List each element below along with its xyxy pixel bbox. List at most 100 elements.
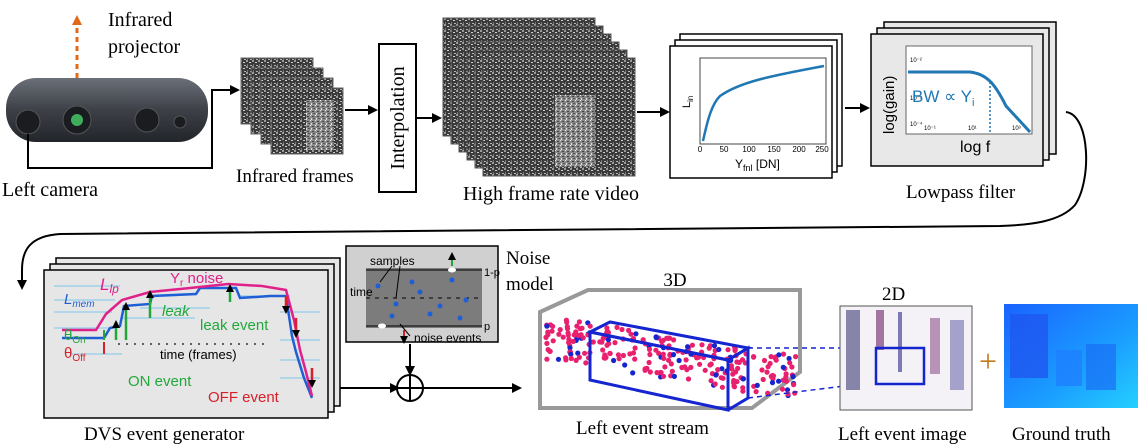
event-points-cloud: [543, 317, 799, 399]
event-point: [566, 338, 572, 345]
event-point: [662, 364, 668, 370]
event-point: [630, 350, 637, 356]
noise-event-on-marker: [448, 267, 456, 273]
event-point: [565, 332, 571, 338]
event-point: [695, 354, 702, 360]
event-point: [780, 364, 786, 370]
theta-on-label: θOn: [64, 327, 86, 346]
event-point: [668, 361, 674, 367]
ground-truth-object: [1086, 344, 1116, 390]
event-point: [575, 350, 581, 356]
event-point: [669, 368, 675, 374]
event-point: [557, 327, 563, 333]
noise-sample: [463, 297, 469, 303]
event-point: [729, 366, 735, 372]
projection-line-bottom: [747, 381, 877, 399]
event-point: [556, 331, 562, 337]
samples-label: samples: [370, 254, 415, 268]
event-point: [679, 364, 685, 371]
event-point: [719, 384, 726, 390]
event-image-edge: [950, 320, 964, 390]
event-point: [751, 354, 757, 360]
mapping-xtick: 100: [742, 145, 756, 154]
event-point: [615, 352, 622, 358]
infrared-projector-label: Infrared projector: [108, 9, 181, 58]
event-point: [720, 375, 726, 381]
event-point: [619, 326, 625, 333]
event-point: [583, 360, 589, 366]
event-point: [659, 338, 665, 344]
event-point: [567, 345, 573, 351]
off-event-label: OFF event: [208, 389, 280, 406]
bandwidth-annotation-main: BW ∝ Y: [912, 87, 972, 106]
lowpass-filter-stack: log(gain) 10⁻² 10⁻³ 10⁻⁴ 10⁻¹ 10¹ 10³ BW…: [870, 21, 1057, 167]
lip-label-main: L: [100, 275, 109, 294]
event-stream-3d: [538, 288, 802, 412]
event-point: [544, 323, 550, 329]
noise-sample-dots: [375, 277, 469, 321]
event-point: [789, 364, 795, 370]
event-point: [647, 369, 653, 375]
leak-event-label: leak event: [200, 317, 269, 334]
event-point: [754, 382, 760, 388]
event-point: [670, 352, 677, 358]
event-point: [719, 366, 725, 372]
plus-sign: +: [979, 343, 997, 379]
samples-pointer: [395, 265, 401, 299]
ground-truth-image: [1004, 304, 1138, 408]
lmem-label-main: L: [64, 291, 72, 308]
noise-sample: [449, 277, 455, 283]
event-point: [574, 323, 580, 329]
event-point: [666, 357, 672, 363]
event-point: [607, 350, 613, 357]
interpolation-label: Interpolation: [387, 66, 409, 169]
event-point: [653, 334, 659, 340]
mapping-ylabel-sub: in: [686, 96, 695, 102]
event-point: [578, 332, 584, 338]
lmem-label: Lmem: [64, 291, 95, 310]
event-point: [576, 354, 583, 360]
event-point: [779, 386, 786, 392]
mapping-xtick: 0: [698, 145, 703, 154]
event-point: [630, 370, 636, 376]
event-point: [769, 380, 776, 386]
yr-noise-main: Y: [170, 270, 180, 287]
noise-sample: [427, 311, 433, 317]
event-point: [544, 340, 550, 346]
lowpass-xlabel: log f: [960, 139, 991, 156]
noise-model-label-line2: model: [506, 274, 554, 295]
event-point: [753, 389, 759, 395]
event-point: [785, 391, 791, 397]
theta-off-main: θ: [64, 345, 72, 362]
event-point: [550, 338, 556, 344]
event-image-edge: [846, 310, 860, 390]
event-point: [731, 383, 737, 389]
noise-sample: [389, 313, 395, 319]
event-point: [628, 331, 634, 337]
infrared-projector-line2: projector: [108, 36, 181, 58]
event-point: [661, 355, 667, 361]
event-point: [735, 365, 741, 371]
camera-lens-rgb: [134, 107, 160, 133]
bandwidth-annotation-sub: i: [972, 97, 974, 109]
event-point: [772, 355, 778, 361]
event-point: [644, 365, 650, 371]
noise-sample: [417, 289, 423, 295]
mapping-xlabel: Yfnl [DN]: [735, 157, 780, 173]
time-axis-label: time (frames): [160, 347, 237, 362]
projector-emitter: [71, 114, 83, 126]
lowpass-filter-label: Lowpass filter: [906, 182, 1016, 203]
event-point: [684, 367, 690, 373]
mapping-xlabel-main: Y: [735, 157, 743, 171]
event-point: [708, 378, 714, 384]
noise-sample: [409, 279, 415, 285]
event-point: [564, 326, 571, 332]
infrared-frames-stack: [240, 57, 344, 155]
event-point: [683, 357, 689, 363]
ground-truth-object: [1010, 314, 1048, 378]
event-point: [740, 388, 746, 394]
mapping-card-front: [669, 45, 833, 179]
event-point: [780, 351, 787, 357]
event-point: [626, 327, 632, 333]
